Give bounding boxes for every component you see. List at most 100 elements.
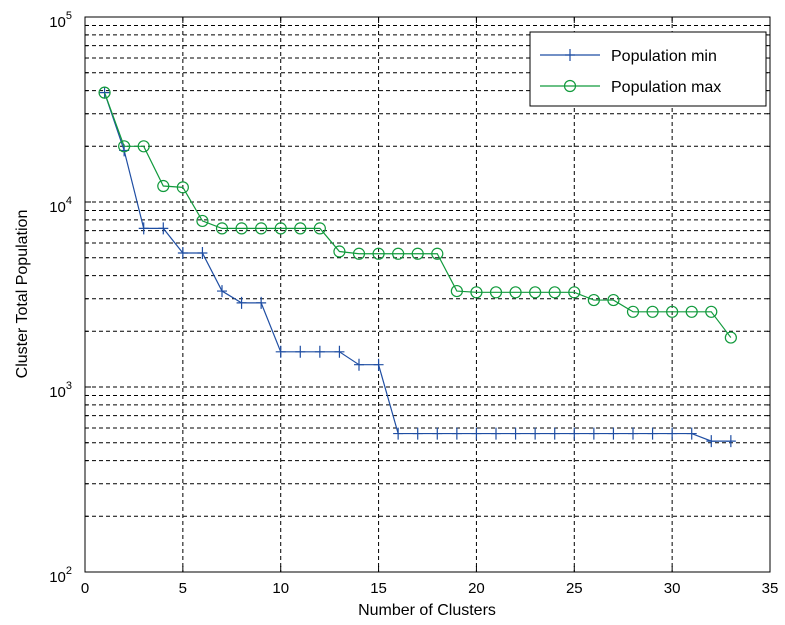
data-point [667,427,678,440]
y-tick-base: 10 [49,14,66,31]
data-point [256,296,267,309]
y-tick-exponent: 3 [66,380,72,392]
data-point [432,427,443,440]
data-point [451,427,462,440]
data-point [470,286,483,299]
data-point [569,427,580,440]
data-point [138,222,149,235]
data-point [176,181,189,194]
data-point [489,286,503,299]
data-point [548,286,561,299]
series-layer [98,86,737,448]
legend-marker-population-min [565,49,575,61]
data-point [196,214,209,228]
data-point [137,140,150,153]
data-point [274,222,287,235]
y-axis-tick-labels: 102 103 104 105 [49,10,72,586]
data-point [334,345,345,358]
data-point [372,247,385,260]
y-tick-label: 102 [49,565,72,586]
y-tick-exponent: 5 [66,10,72,22]
legend-marker-symbol [565,49,575,61]
data-point [450,284,463,298]
data-point [549,427,560,440]
data-point [392,247,405,260]
data-point [411,247,424,260]
data-point [686,427,697,440]
y-axis-label: Cluster Total Population [14,210,31,379]
legend-marker-population-max [563,79,577,93]
data-point [294,222,307,235]
data-point [177,247,188,260]
data-point [215,222,229,235]
data-point [118,140,131,153]
plot-area [84,16,771,573]
x-tick-label: 0 [81,580,89,597]
data-point [295,345,306,358]
x-tick-label: 25 [566,580,583,597]
data-point [628,427,638,440]
series-population-max [98,86,737,344]
data-point [646,305,659,318]
data-point [313,222,326,235]
data-point [98,86,111,99]
data-point [685,305,698,318]
x-tick-label: 10 [272,580,289,597]
data-point [608,427,619,440]
y-tick-base: 10 [49,199,66,216]
data-point [471,427,482,440]
legend-label-population-max: Population max [611,79,721,96]
y-tick-label: 104 [49,195,72,216]
data-point [354,358,364,371]
series-line [104,92,732,338]
data-point [509,286,522,299]
data-point [99,86,110,99]
data-point [588,427,599,440]
data-point [626,305,640,318]
y-tick-exponent: 4 [66,195,72,207]
data-point [235,222,248,235]
data-point [705,305,718,318]
data-point [530,427,541,440]
legend-marker-symbol [563,79,577,93]
data-point [724,331,737,344]
y-tick-exponent: 2 [66,565,72,577]
data-point [568,286,581,299]
series-population-min [99,86,736,448]
data-point [431,247,444,260]
data-point [373,358,384,371]
x-tick-label: 15 [370,580,387,597]
y-tick-label: 103 [49,380,72,401]
x-tick-label: 30 [664,580,681,597]
y-tick-label: 105 [49,10,72,31]
data-point [587,293,600,307]
x-axis-tick-labels: 0 5 10 15 20 25 30 35 [81,580,779,597]
data-point [217,285,227,298]
legend-item-population-min: Population min [540,48,717,65]
data-point [255,222,268,235]
data-point [197,247,208,260]
data-point [314,345,325,358]
y-tick-base: 10 [49,384,66,401]
y-tick-base: 10 [49,569,66,586]
data-point [158,222,169,235]
legend-item-population-max: Population max [540,79,721,96]
legend-label-population-min: Population min [611,48,717,65]
data-point [412,427,423,440]
data-point [666,305,679,318]
data-point [510,427,521,440]
data-point [393,427,404,440]
data-point [706,435,717,448]
x-axis-label: Number of Clusters [358,602,496,619]
legend-box [529,31,767,107]
data-point [352,247,366,260]
data-point [725,435,736,448]
x-tick-label: 35 [762,580,779,597]
data-point [491,427,501,440]
data-point [157,179,170,193]
axis-ticks [84,17,771,573]
data-point [607,293,620,307]
data-point [529,286,542,299]
x-tick-label: 20 [468,580,485,597]
